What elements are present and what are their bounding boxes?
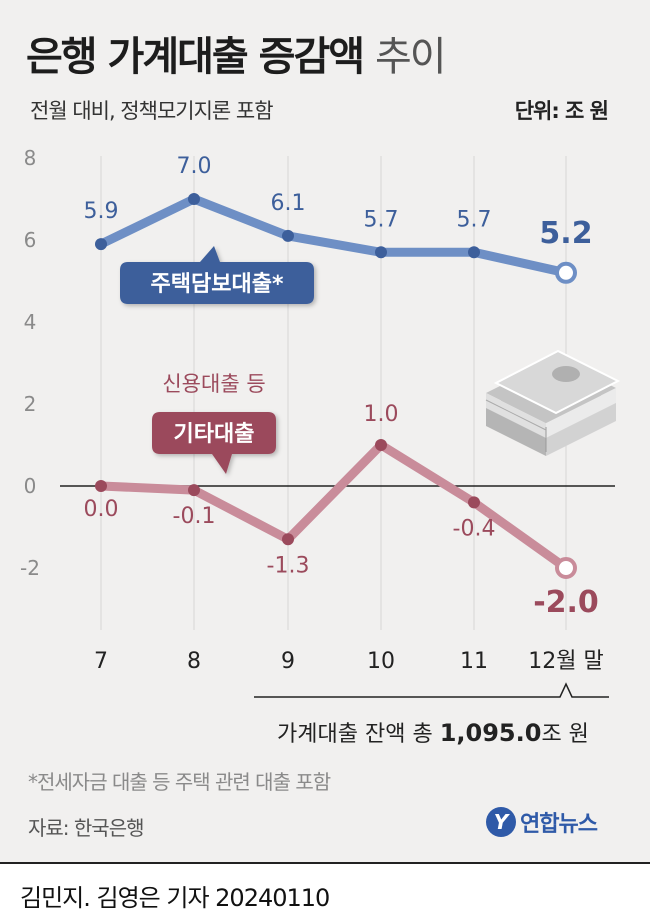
point-0-0 <box>95 238 107 251</box>
series-line-1 <box>96 440 571 573</box>
news-logo: Y 연합뉴스 <box>486 806 598 838</box>
series-line-0 <box>96 194 571 278</box>
data-label-1-0: 0.0 <box>84 497 119 522</box>
data-label-1-4: -0.4 <box>453 516 496 541</box>
x-tick-0: 7 <box>94 649 108 674</box>
y-tick-0: 0 <box>24 474 37 498</box>
legend-other-label: 기타대출 <box>174 422 255 447</box>
x-tick-4: 11 <box>460 649 488 674</box>
point-0-5 <box>555 261 577 284</box>
chart-subtitle: 전월 대비, 정책모기지론 포함 <box>30 99 274 123</box>
unit-label: 단위: 조 원 <box>514 99 609 123</box>
money-stack-icon <box>485 349 621 456</box>
legend-other-note: 신용대출 등 <box>162 372 265 396</box>
footer-bar: 김민지. 김영은 기자 20240110 <box>0 862 650 923</box>
data-label-0-5: 5.2 <box>539 216 592 251</box>
x-tick-labels: 7 8 9 10 11 12월 말 <box>94 649 604 674</box>
title-main: 은행 가계대출 증감액 <box>26 34 365 80</box>
x-tick-3: 10 <box>367 649 395 674</box>
y-tick-6: 6 <box>24 228 37 252</box>
data-label-0-4: 5.7 <box>457 207 492 232</box>
page-title: 은행 가계대출 증감액 추이 <box>26 24 447 82</box>
title-light: 추이 <box>375 34 447 80</box>
legend-housing-label: 주택담보대출* <box>151 272 284 297</box>
x-tick-2: 9 <box>281 649 295 674</box>
logo-icon: Y <box>486 807 516 837</box>
point-1-4 <box>468 496 480 509</box>
data-label-0-1: 7.0 <box>177 154 212 179</box>
series-housing: 5.9 7.0 6.1 5.7 5.7 5.2 <box>84 154 593 284</box>
series-other: 0.0 -0.1 -1.3 1.0 -0.4 -2.0 <box>84 402 599 620</box>
source-note: 자료: 한국은행 <box>28 816 144 840</box>
point-1-2 <box>282 533 294 546</box>
y-tick--2: -2 <box>20 556 40 580</box>
point-1-3 <box>375 439 387 451</box>
point-1-1 <box>188 484 200 497</box>
balance-text: 가계대출 잔액 총 1,095.0조 원 <box>277 719 589 747</box>
point-1-5 <box>555 557 577 579</box>
point-0-4 <box>468 246 480 259</box>
x-tick-5: 12월 말 <box>528 649 603 674</box>
y-tick-4: 4 <box>24 310 37 334</box>
data-label-1-3: 1.0 <box>364 402 399 427</box>
data-label-0-0: 5.9 <box>84 199 119 224</box>
x-tick-1: 8 <box>187 649 201 674</box>
point-0-2 <box>282 229 294 242</box>
data-label-1-2: -1.3 <box>267 553 310 578</box>
data-label-1-1: -0.1 <box>173 504 216 529</box>
data-label-0-2: 6.1 <box>271 191 306 216</box>
point-1-0 <box>95 480 107 492</box>
data-label-0-3: 5.7 <box>364 207 399 232</box>
y-tick-8: 8 <box>24 146 37 170</box>
point-0-1 <box>188 193 200 205</box>
data-label-1-5: -2.0 <box>533 585 599 620</box>
balance-annotation: 가계대출 잔액 총 1,095.0조 원 <box>254 682 609 747</box>
y-tick-2: 2 <box>24 392 37 416</box>
byline: 김민지. 김영은 기자 20240110 <box>20 884 330 912</box>
legend-other: 신용대출 등 기타대출 <box>152 372 276 474</box>
line-chart: 8 6 4 2 0 -2 5.9 7.0 6.1 5.7 5.7 5.2 0.0 -0.1 -1.3 1.… <box>20 146 621 747</box>
point-0-3 <box>375 246 387 259</box>
footnote: *전세자금 대출 등 주택 관련 대출 포함 <box>28 770 331 794</box>
legend-housing: 주택담보대출* <box>120 246 314 304</box>
y-tick-labels: 8 6 4 2 0 -2 <box>20 146 40 580</box>
logo-text: 연합뉴스 <box>520 812 598 837</box>
